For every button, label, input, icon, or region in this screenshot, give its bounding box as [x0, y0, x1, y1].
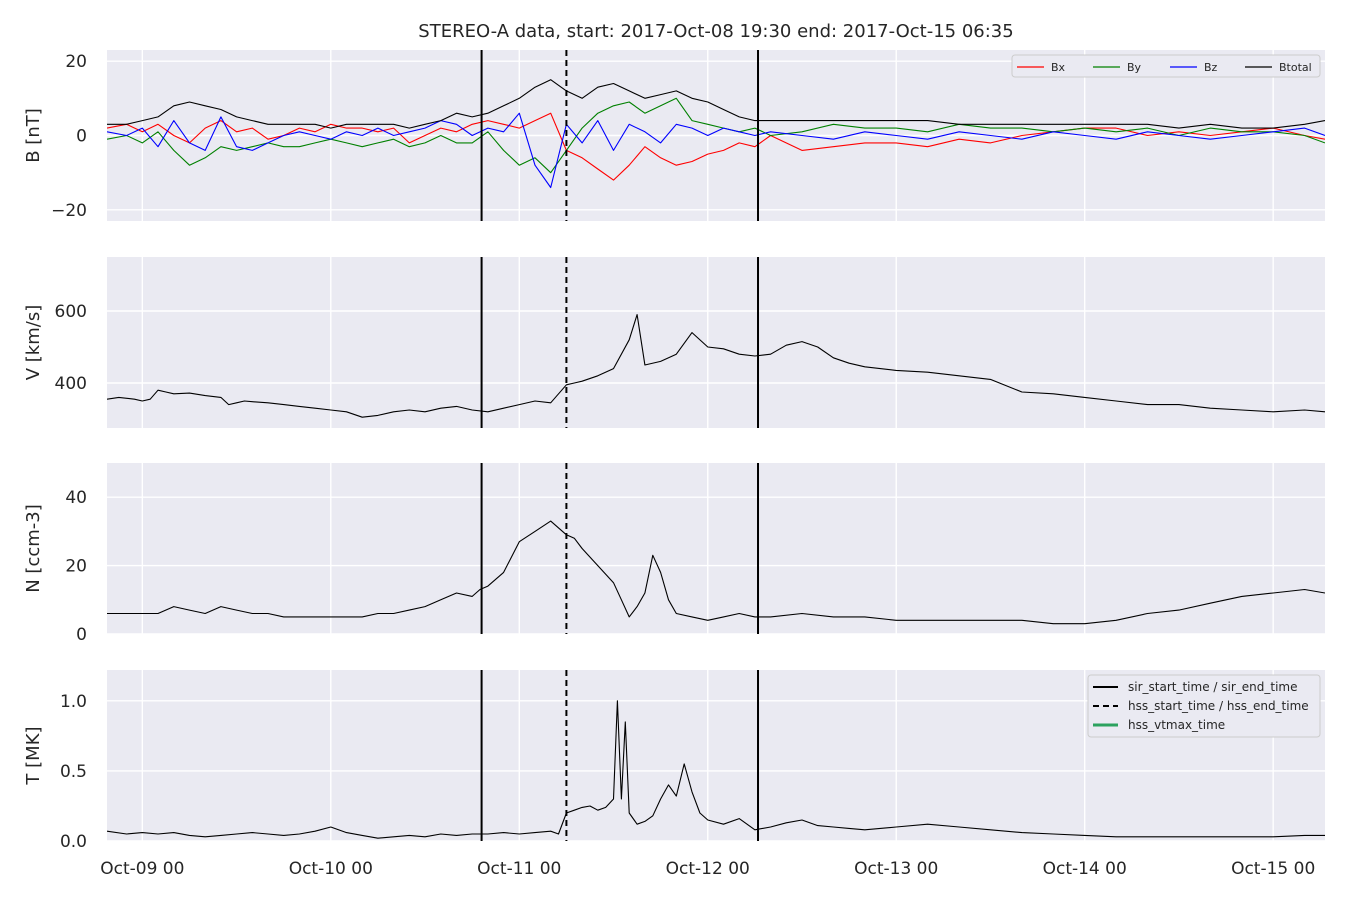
legend-label: By — [1127, 61, 1142, 74]
x-tick-label: Oct-10 00 — [289, 859, 373, 879]
legend-label: Btotal — [1279, 61, 1312, 74]
legend-frame — [1087, 674, 1321, 738]
x-axis: Oct-09 00 Oct-10 00 Oct-11 00 Oct-12 00 Oct-… — [100, 859, 1315, 879]
series-line-bz — [107, 112, 1325, 189]
y-tick-label: 0 — [76, 625, 87, 645]
legend-label: hss_start_time / hss_end_time — [1128, 699, 1309, 713]
x-tick-label: Oct-15 00 — [1231, 859, 1315, 879]
x-tick-label: Oct-14 00 — [1043, 859, 1127, 879]
series-line-v — [107, 314, 1325, 418]
series-group — [107, 314, 1325, 418]
y-tick-label: 0 — [76, 127, 87, 147]
x-tick-label: Oct-12 00 — [666, 859, 750, 879]
y-axis-label: T [MK] — [23, 726, 44, 785]
y-tick-label: 400 — [55, 374, 87, 394]
panel-T: 0.0 0.5 1.0 T [MK] sir_start_time / sir_end_… — [23, 670, 1325, 852]
x-tick-label: Oct-11 00 — [477, 859, 561, 879]
legend-label: sir_start_time / sir_end_time — [1128, 680, 1298, 694]
plot-area — [107, 463, 1325, 634]
series-line-n — [107, 520, 1325, 625]
plot-area — [107, 257, 1325, 428]
legend-frame — [1011, 54, 1321, 78]
y-tick-label: 40 — [65, 488, 87, 508]
panel-N: 0 20 40 N [ccm-3] — [23, 463, 1325, 645]
legend-b: Bx By Bz Btotal — [1011, 54, 1321, 78]
series-group — [107, 700, 1325, 839]
y-axis-label: B [nT] — [23, 108, 44, 163]
y-tick-label: 600 — [55, 302, 87, 322]
y-tick-label: 20 — [65, 557, 87, 577]
legend-label: Bx — [1051, 61, 1066, 74]
y-tick-label: 0.5 — [60, 762, 87, 782]
y-tick-label: −20 — [51, 201, 87, 221]
y-tick-label: 0.0 — [60, 832, 87, 852]
figure-title: STEREO-A data, start: 2017-Oct-08 19:30 … — [418, 21, 1013, 42]
x-tick-label: Oct-13 00 — [854, 859, 938, 879]
y-tick-label: 20 — [65, 52, 87, 72]
panels: −20 0 20 B [nT] Bx By Bz Btotal 400 600 V [km/s] 0 2… — [23, 50, 1325, 852]
panel-V: 400 600 V [km/s] — [23, 257, 1325, 428]
panel-B: −20 0 20 B [nT] Bx By Bz Btotal — [23, 50, 1325, 221]
series-line-btotal — [107, 79, 1325, 129]
series-line-t — [107, 700, 1325, 839]
y-axis-label: N [ccm-3] — [23, 504, 44, 593]
legend-events: sir_start_time / sir_end_time hss_start_t… — [1087, 674, 1321, 738]
y-axis-label: V [km/s] — [23, 305, 44, 380]
legend-label: hss_vtmax_time — [1128, 718, 1225, 732]
series-group — [107, 520, 1325, 625]
series-line-bx — [107, 112, 1325, 181]
series-group — [107, 79, 1325, 189]
legend-label: Bz — [1204, 61, 1218, 74]
y-tick-label: 1.0 — [60, 692, 87, 712]
x-tick-label: Oct-09 00 — [100, 859, 184, 879]
